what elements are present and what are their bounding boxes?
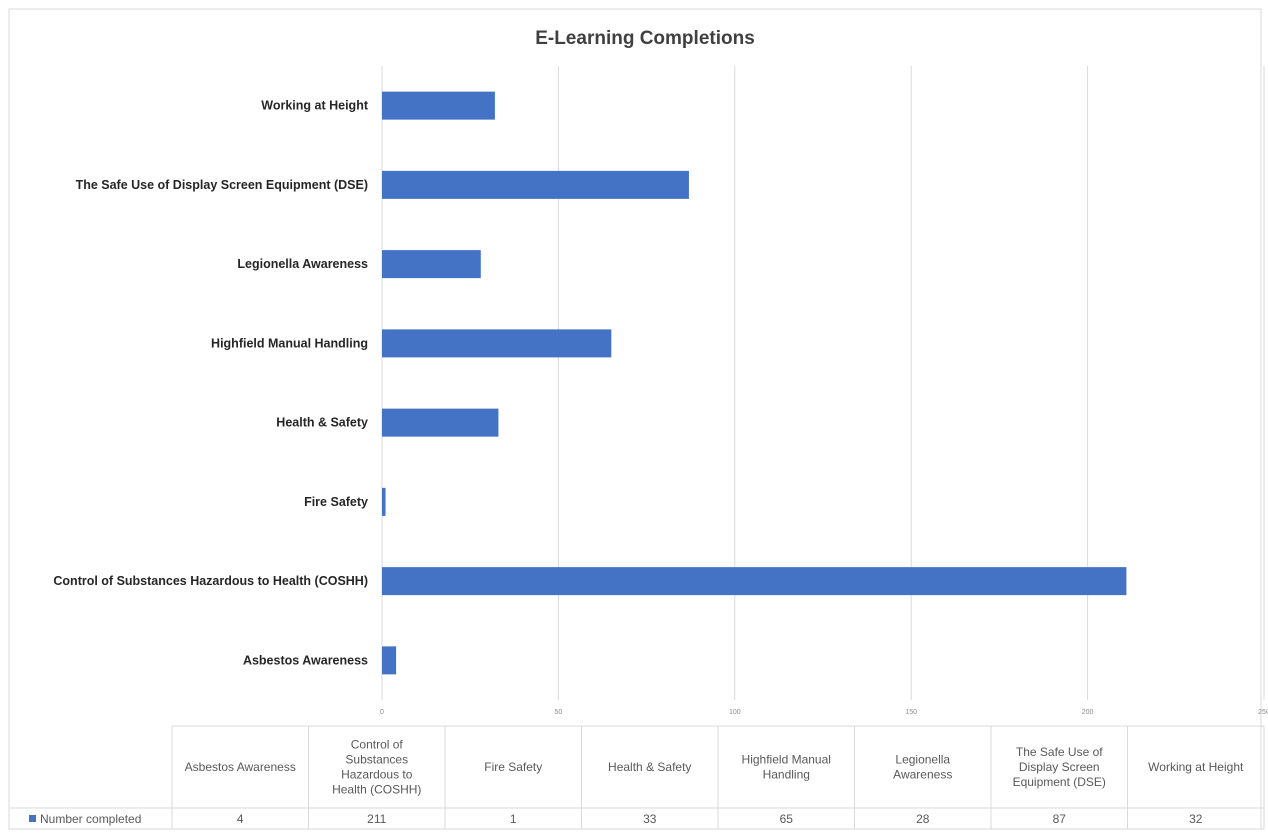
x-tick-label: 100 — [729, 709, 741, 716]
legend-swatch — [29, 815, 36, 822]
chart-title: E-Learning Completions — [535, 28, 755, 49]
bar — [382, 170, 689, 199]
category-label: Asbestos Awareness — [243, 653, 368, 667]
bar — [382, 646, 397, 675]
table-header: Highfield Manual Handling — [742, 753, 831, 782]
table-header: Control of Substances Hazardous to Health (… — [332, 738, 421, 797]
table-header: Working at Height — [1148, 760, 1244, 774]
category-label: Control of Substances Hazardous to Healt… — [53, 574, 368, 588]
table-header: Health & Safety — [608, 760, 691, 774]
table-header: Asbestos Awareness — [185, 760, 296, 774]
table-value: 65 — [780, 812, 794, 826]
category-label: Fire Safety — [304, 495, 368, 509]
category-label: Working at Height — [261, 99, 369, 113]
category-label: The Safe Use of Display Screen Equipment… — [76, 178, 368, 192]
legend-series-name: Number completed — [40, 812, 141, 826]
category-label: Legionella Awareness — [237, 257, 368, 271]
bar — [382, 487, 386, 516]
table-header: The Safe Use of Display Screen Equipment (… — [1013, 745, 1106, 789]
table-value: 211 — [367, 812, 386, 826]
category-label: Health & Safety — [276, 416, 368, 430]
bar — [382, 91, 495, 120]
table-value: 4 — [237, 812, 244, 826]
table-value: 28 — [916, 812, 930, 826]
x-tick-label: 200 — [1082, 709, 1094, 716]
bar — [382, 329, 612, 358]
table-value: 87 — [1053, 812, 1067, 826]
bar — [382, 567, 1127, 596]
table-value: 1 — [510, 812, 517, 826]
bar — [382, 250, 481, 279]
table-value: 32 — [1189, 812, 1203, 826]
table-header: Fire Safety — [484, 760, 542, 774]
bar — [382, 408, 499, 437]
x-tick-label: 150 — [905, 709, 917, 716]
table-header: Legionella Awareness — [893, 753, 952, 782]
x-tick-label: 250 — [1258, 709, 1268, 716]
category-label: Highfield Manual Handling — [211, 336, 368, 350]
x-tick-label: 50 — [555, 709, 563, 716]
table-value: 33 — [643, 812, 657, 826]
x-tick-label: 0 — [380, 709, 384, 716]
